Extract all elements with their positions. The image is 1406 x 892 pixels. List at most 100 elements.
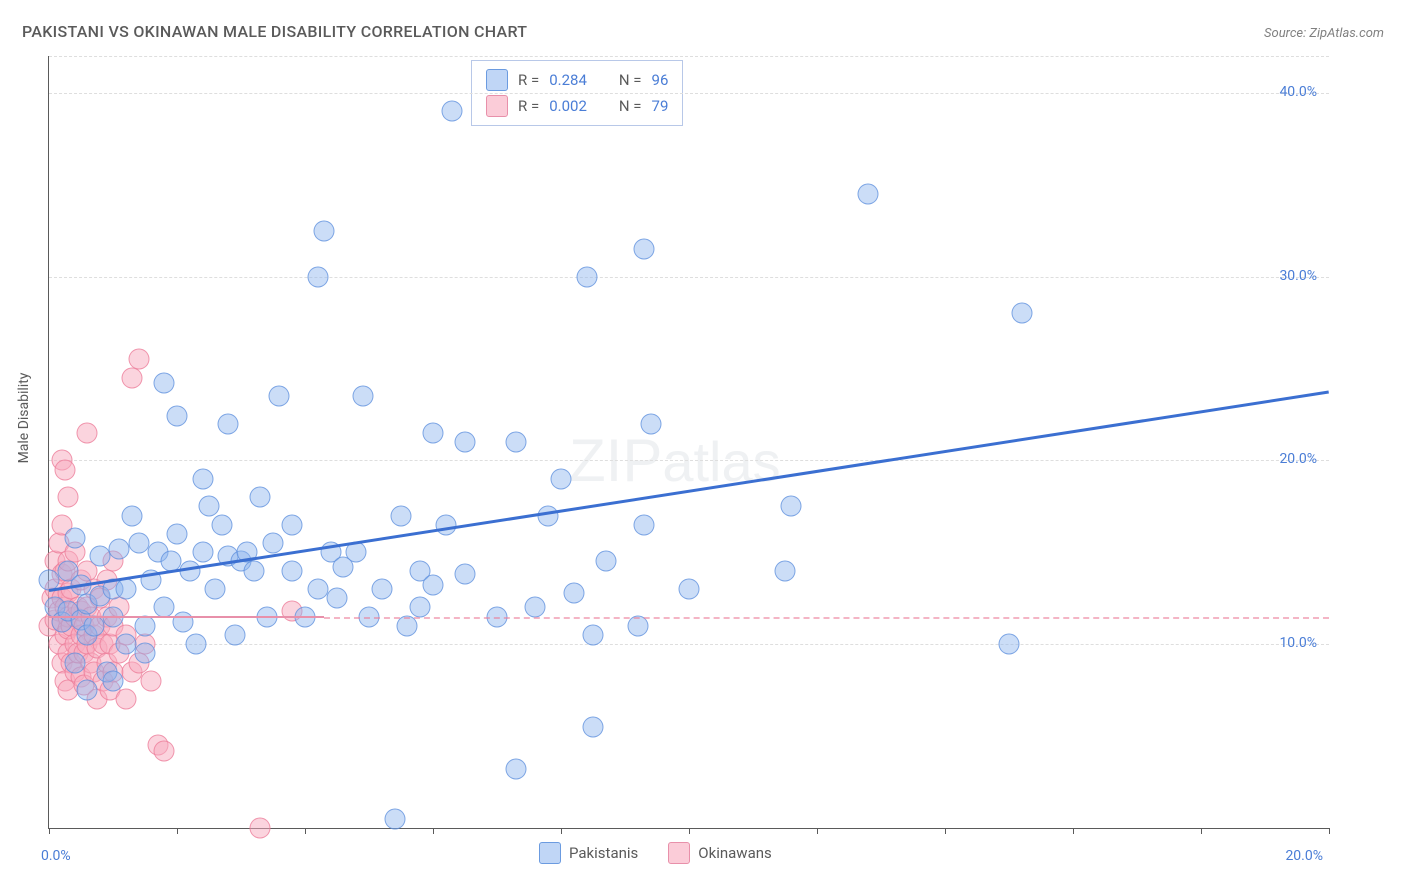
data-point [109, 538, 130, 559]
x-tick [1329, 828, 1330, 834]
data-point [192, 468, 213, 489]
n-label: N = [619, 93, 642, 119]
data-point [64, 652, 85, 673]
data-point [384, 808, 405, 829]
data-point [634, 239, 655, 260]
data-point [455, 564, 476, 585]
legend-swatch-blue [539, 842, 561, 864]
data-point [55, 459, 76, 480]
gridline [49, 56, 1329, 57]
data-point [282, 560, 303, 581]
data-point [583, 625, 604, 646]
data-point [58, 487, 79, 508]
x-tick [689, 828, 690, 834]
data-point [679, 579, 700, 600]
x-tick [817, 828, 818, 834]
data-point [103, 670, 124, 691]
data-point [525, 597, 546, 618]
x-tick [945, 828, 946, 834]
gridline [49, 277, 1329, 278]
trend-line-okinawans-solid [49, 616, 324, 618]
x-tick-label-start: 0.0% [41, 848, 71, 864]
data-point [224, 625, 245, 646]
data-point [77, 422, 98, 443]
data-point [282, 514, 303, 535]
x-tick [1073, 828, 1074, 834]
data-point [90, 545, 111, 566]
data-point [435, 514, 456, 535]
chart-title: PAKISTANI VS OKINAWAN MALE DISABILITY CO… [22, 22, 527, 41]
data-point [64, 527, 85, 548]
data-point [154, 373, 175, 394]
gridline [49, 93, 1329, 94]
data-point [307, 579, 328, 600]
data-point [83, 615, 104, 636]
data-point [391, 505, 412, 526]
n-value: 79 [652, 93, 669, 119]
data-point [858, 183, 879, 204]
data-point [410, 597, 431, 618]
r-value: 0.002 [549, 93, 587, 119]
data-point [115, 579, 136, 600]
data-point [423, 422, 444, 443]
legend-row-okinawans: R = 0.002 N = 79 [486, 93, 668, 119]
n-label: N = [619, 67, 642, 93]
gridline [49, 460, 1329, 461]
data-point [775, 560, 796, 581]
legend-swatch-pink [668, 842, 690, 864]
chart-container: PAKISTANI VS OKINAWAN MALE DISABILITY CO… [0, 0, 1406, 892]
trend-line-pakistanis [49, 391, 1329, 592]
data-point [506, 759, 527, 780]
data-point [141, 670, 162, 691]
data-point [128, 533, 149, 554]
data-point [595, 551, 616, 572]
r-label: R = [518, 67, 539, 93]
data-point [506, 432, 527, 453]
data-point [199, 496, 220, 517]
r-label: R = [518, 93, 539, 119]
data-point [263, 533, 284, 554]
data-point [352, 386, 373, 407]
data-point [327, 588, 348, 609]
data-point [781, 496, 802, 517]
data-point [77, 680, 98, 701]
data-point [1011, 303, 1032, 324]
data-point [583, 716, 604, 737]
y-tick-label: 40.0% [1279, 84, 1317, 100]
y-tick-label: 20.0% [1279, 451, 1317, 467]
data-point [640, 413, 661, 434]
x-tick [561, 828, 562, 834]
x-tick [1201, 828, 1202, 834]
data-point [167, 523, 188, 544]
data-point [154, 740, 175, 761]
plot-area: ZIPatlas R = 0.284 N = 96 R = 0.002 N = … [48, 56, 1329, 829]
data-point [250, 818, 271, 839]
y-tick-label: 10.0% [1279, 635, 1317, 651]
data-point [218, 413, 239, 434]
data-point [314, 220, 335, 241]
legend-item-pakistanis: Pakistanis [539, 842, 638, 864]
x-tick [305, 828, 306, 834]
x-tick-label-end: 20.0% [1285, 848, 1323, 864]
r-value: 0.284 [549, 67, 587, 93]
data-point [307, 266, 328, 287]
data-point [115, 634, 136, 655]
data-point [551, 468, 572, 489]
data-point [250, 487, 271, 508]
data-point [563, 582, 584, 603]
data-point [999, 634, 1020, 655]
data-point [423, 575, 444, 596]
data-point [634, 514, 655, 535]
data-point [167, 406, 188, 427]
data-point [442, 101, 463, 122]
y-tick-label: 30.0% [1279, 268, 1317, 284]
data-point [371, 579, 392, 600]
data-point [115, 689, 136, 710]
data-point [135, 615, 156, 636]
legend-label: Okinawans [698, 844, 771, 862]
data-point [205, 579, 226, 600]
x-tick [49, 828, 50, 834]
gridline [49, 644, 1329, 645]
data-point [243, 560, 264, 581]
data-point [135, 643, 156, 664]
